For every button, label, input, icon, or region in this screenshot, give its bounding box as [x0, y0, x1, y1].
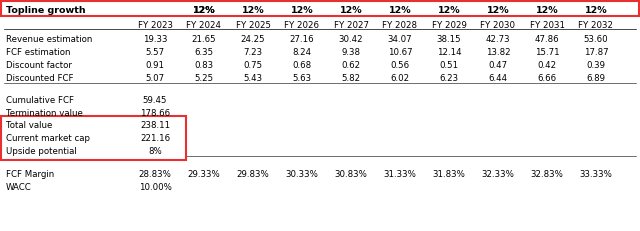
Text: 19.33: 19.33 [143, 35, 167, 44]
Text: 178.66: 178.66 [140, 109, 170, 118]
Text: FCF Margin: FCF Margin [6, 169, 54, 178]
Text: Upside potential: Upside potential [6, 146, 77, 155]
Text: FY 2031: FY 2031 [529, 21, 564, 30]
Text: FY 2025: FY 2025 [236, 21, 271, 30]
Text: 10.00%: 10.00% [139, 182, 172, 191]
Text: 10.67: 10.67 [388, 48, 412, 57]
Text: Discounted FCF: Discounted FCF [6, 74, 74, 83]
Text: 34.07: 34.07 [388, 35, 412, 44]
Text: 38.15: 38.15 [436, 35, 461, 44]
Text: 12%: 12% [438, 6, 460, 15]
Text: 0.39: 0.39 [586, 61, 605, 70]
Text: 30.33%: 30.33% [285, 169, 319, 178]
Text: FY 2032: FY 2032 [579, 21, 614, 30]
Text: WACC: WACC [6, 182, 32, 191]
Text: 5.63: 5.63 [292, 74, 312, 83]
Text: 6.35: 6.35 [195, 48, 214, 57]
Text: 6.02: 6.02 [390, 74, 410, 83]
Text: 15.71: 15.71 [534, 48, 559, 57]
Text: 0.51: 0.51 [440, 61, 459, 70]
Text: FY 2029: FY 2029 [431, 21, 467, 30]
Text: Topline growth: Topline growth [6, 6, 86, 15]
Text: 6.89: 6.89 [586, 74, 605, 83]
Text: 12%: 12% [193, 6, 215, 15]
Text: Discount factor: Discount factor [6, 61, 72, 70]
Text: 12%: 12% [585, 6, 607, 15]
Text: 31.33%: 31.33% [383, 169, 417, 178]
Text: 0.47: 0.47 [488, 61, 508, 70]
Text: 5.43: 5.43 [243, 74, 262, 83]
Text: 6.44: 6.44 [488, 74, 508, 83]
Text: FY 2030: FY 2030 [481, 21, 515, 30]
Text: FY 2026: FY 2026 [285, 21, 319, 30]
Text: 32.33%: 32.33% [481, 169, 515, 178]
Text: 12%: 12% [340, 6, 362, 15]
Text: FY 2028: FY 2028 [383, 21, 417, 30]
Text: Cumulative FCF: Cumulative FCF [6, 96, 74, 105]
Text: 17.87: 17.87 [584, 48, 608, 57]
Text: 221.16: 221.16 [140, 134, 170, 142]
Text: 7.23: 7.23 [243, 48, 262, 57]
Text: 238.11: 238.11 [140, 121, 170, 129]
Text: 0.75: 0.75 [243, 61, 262, 70]
Text: 0.56: 0.56 [390, 61, 410, 70]
Text: 8%: 8% [148, 146, 162, 155]
Text: Revenue estimation: Revenue estimation [6, 35, 92, 44]
Text: 12%: 12% [536, 6, 558, 15]
Text: 12.14: 12.14 [436, 48, 461, 57]
Text: 6.23: 6.23 [440, 74, 459, 83]
Text: 12%: 12% [486, 6, 509, 15]
FancyBboxPatch shape [1, 2, 639, 17]
Text: 0.91: 0.91 [145, 61, 164, 70]
Text: 27.16: 27.16 [290, 35, 314, 44]
Text: 12%: 12% [291, 6, 314, 15]
Text: 33.33%: 33.33% [580, 169, 612, 178]
Text: 0.83: 0.83 [195, 61, 214, 70]
Text: 0.62: 0.62 [341, 61, 360, 70]
Text: 59.45: 59.45 [143, 96, 167, 105]
Text: 5.57: 5.57 [145, 48, 164, 57]
Text: FCF estimation: FCF estimation [6, 48, 70, 57]
Text: 30.83%: 30.83% [335, 169, 367, 178]
Text: 13.82: 13.82 [486, 48, 510, 57]
Text: 30.42: 30.42 [339, 35, 364, 44]
Text: 0.42: 0.42 [538, 61, 557, 70]
Text: Total value: Total value [6, 121, 52, 129]
Text: 8.24: 8.24 [292, 48, 312, 57]
Text: 0.68: 0.68 [292, 61, 312, 70]
Text: 12%: 12% [388, 6, 412, 15]
Text: 12%: 12% [242, 6, 264, 15]
Text: FY 2027: FY 2027 [333, 21, 369, 30]
Text: 5.25: 5.25 [195, 74, 214, 83]
Text: 29.83%: 29.83% [237, 169, 269, 178]
Text: 47.86: 47.86 [534, 35, 559, 44]
Text: 28.83%: 28.83% [139, 169, 172, 178]
Text: FY 2023: FY 2023 [138, 21, 173, 30]
Text: 5.07: 5.07 [145, 74, 164, 83]
Text: Termination value: Termination value [6, 109, 83, 118]
Text: 53.60: 53.60 [584, 35, 608, 44]
FancyBboxPatch shape [1, 116, 186, 160]
Text: 5.82: 5.82 [341, 74, 360, 83]
Text: FY 2024: FY 2024 [186, 21, 221, 30]
Text: 21.65: 21.65 [192, 35, 216, 44]
Text: 6.66: 6.66 [538, 74, 557, 83]
Text: 12%: 12% [193, 6, 215, 15]
Text: 42.73: 42.73 [486, 35, 510, 44]
Text: Current market cap: Current market cap [6, 134, 90, 142]
Text: 29.33%: 29.33% [188, 169, 220, 178]
Text: 32.83%: 32.83% [531, 169, 563, 178]
Text: 31.83%: 31.83% [433, 169, 465, 178]
Text: 9.38: 9.38 [342, 48, 360, 57]
Text: 24.25: 24.25 [241, 35, 266, 44]
